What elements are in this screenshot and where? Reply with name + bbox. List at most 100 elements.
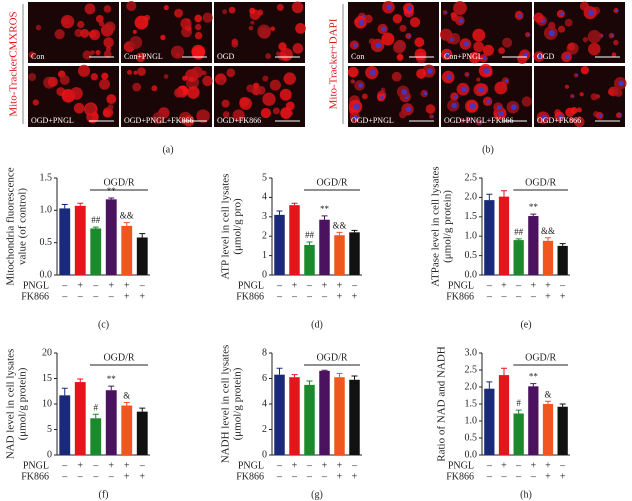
y-tick-label: 0 (262, 269, 267, 280)
micrograph-label: OGD+PNGL (31, 116, 74, 125)
cell (564, 84, 570, 89)
error-bar (123, 401, 130, 406)
treatment-mark: – (92, 460, 99, 471)
nucleus (486, 99, 491, 104)
treatment-mark: – (92, 471, 99, 482)
treatment-mark: + (337, 460, 343, 471)
error-bar (61, 387, 68, 396)
y-tick-label: 1.5 (465, 211, 478, 222)
bar (484, 388, 495, 455)
treatment-mark: – (291, 471, 298, 482)
y-tick-label: 5 (47, 424, 52, 435)
cell (587, 29, 602, 44)
bar (498, 375, 510, 455)
bar (557, 406, 568, 455)
cell (103, 5, 112, 13)
cell (272, 107, 280, 115)
nucleus (451, 102, 457, 109)
treatment-mark: + (545, 291, 551, 302)
bar (319, 219, 330, 275)
panel-caption: (d) (311, 319, 323, 330)
cell (354, 19, 359, 24)
y-tick-label: 0 (47, 449, 52, 460)
error-bar (139, 407, 146, 412)
treatment-name: PNGL (23, 280, 49, 291)
cell (570, 107, 578, 114)
cell (564, 18, 573, 27)
nucleus (466, 73, 470, 76)
error-bar (515, 409, 522, 414)
cell (391, 71, 402, 82)
treatment-name: PNGL (23, 460, 49, 471)
bar (74, 382, 86, 455)
nucleus (498, 110, 504, 117)
cell (222, 111, 230, 118)
cell (61, 17, 70, 25)
bar (513, 413, 524, 455)
significance-label: & (544, 389, 551, 399)
cell (163, 74, 169, 79)
cell (347, 66, 359, 78)
cell (453, 1, 467, 15)
treatment-mark: – (306, 460, 313, 471)
treatment-mark: + (352, 291, 358, 302)
y-tick-label: 5 (262, 172, 267, 183)
panel-caption: (f) (99, 489, 109, 500)
treatment-mark: + (501, 460, 507, 471)
significance-label: && (541, 226, 555, 236)
significance-label: ** (529, 202, 539, 212)
y-tick-label: 0 (262, 449, 267, 460)
micrograph: OGD+FK866 (214, 66, 305, 127)
micrograph: OGD+FK866 (534, 65, 627, 128)
error-bar (530, 383, 537, 387)
error-bar (61, 204, 68, 209)
significance-label: & (123, 391, 130, 401)
bar (304, 384, 315, 455)
nucleus (453, 94, 458, 99)
micrograph-label: OGD+FK866 (537, 116, 581, 125)
y-tick-label: 3.0 (465, 347, 478, 358)
treatment-mark: – (306, 471, 313, 482)
cell (350, 79, 355, 84)
y-axis-label: value (of control) (17, 188, 29, 265)
treatment-name: PNGL (238, 280, 264, 291)
nucleus (381, 26, 386, 32)
treatment-mark: + (292, 460, 298, 471)
treatment-mark: – (108, 291, 115, 302)
y-axis-label: Ratio of NAD and NADH (436, 346, 448, 462)
cell (248, 25, 254, 31)
error-bar (123, 222, 130, 226)
cell (137, 67, 146, 76)
treatment-mark: – (276, 280, 283, 291)
cell (573, 116, 585, 128)
cell (107, 104, 114, 110)
bar (74, 205, 86, 275)
cell (613, 39, 619, 46)
error-bar (108, 385, 115, 391)
cell (189, 76, 194, 82)
cell (95, 49, 101, 56)
y-tick-label: 1 (262, 250, 267, 261)
error-bar (545, 237, 551, 241)
cell (494, 81, 508, 95)
micrograph-label: OGD (537, 52, 555, 61)
treatment-mark: + (337, 291, 343, 302)
cell (32, 99, 39, 106)
cell (256, 85, 266, 95)
error-bar (77, 202, 84, 206)
cell (286, 110, 293, 117)
nucleus (353, 115, 359, 120)
cell (396, 53, 404, 61)
cell (533, 12, 544, 23)
micrograph-label: Con (31, 52, 44, 61)
y-axis-label: (μmol/g pro) (232, 198, 244, 255)
nucleus (601, 34, 604, 37)
cell (425, 104, 436, 114)
y-axis-label: (μmol/g protein) (232, 367, 244, 440)
bar (334, 235, 345, 275)
y-axis-label: Mitochondria fluorescence (5, 167, 17, 285)
error-bar (291, 202, 298, 206)
cell (186, 86, 200, 99)
cell (399, 24, 407, 32)
bar (528, 386, 539, 455)
